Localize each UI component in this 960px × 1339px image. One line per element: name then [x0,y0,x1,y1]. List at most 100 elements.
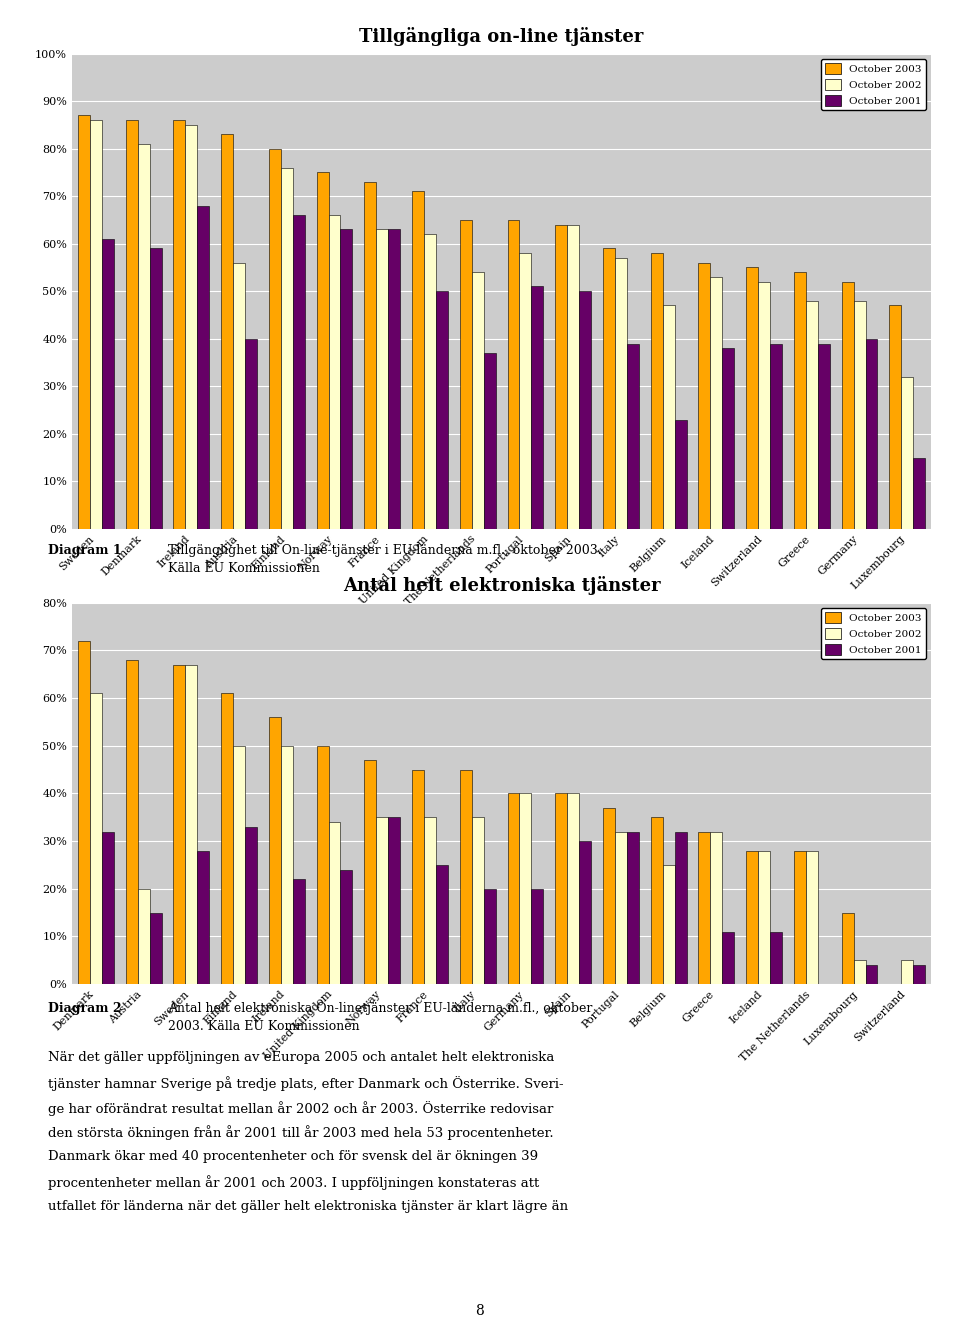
Bar [341,870,352,984]
Bar [567,793,579,984]
Bar [866,339,877,529]
Bar [245,826,257,984]
Text: Antal helt elektroniska On-linetjänster i EU-länderna m.fl., oktober: Antal helt elektroniska On-linetjänster … [168,1002,592,1015]
Bar [818,344,829,529]
Bar [388,817,400,984]
Bar [424,234,436,529]
Bar [555,225,567,529]
Bar [758,850,770,984]
Bar [567,225,579,529]
Bar [388,229,400,529]
Bar [532,889,543,984]
Bar [699,262,710,529]
Bar [293,216,304,529]
Bar [853,301,866,529]
Bar [174,664,185,984]
Bar [185,125,198,529]
Bar [412,770,424,984]
Text: Diagram 2: Diagram 2 [48,1002,122,1015]
Bar [436,865,448,984]
Bar [901,960,913,984]
Bar [412,191,424,529]
Bar [710,832,722,984]
Bar [328,822,341,984]
Bar [424,817,436,984]
Bar [221,134,233,529]
Text: procentenheter mellan år 2001 och 2003. I uppföljningen konstateras att: procentenheter mellan år 2001 och 2003. … [48,1176,540,1190]
Bar [471,272,484,529]
Bar [293,880,304,984]
Bar [126,660,137,984]
Bar [328,216,341,529]
Bar [233,262,245,529]
Text: Källa EU Kommissionen: Källa EU Kommissionen [168,562,320,576]
Bar [758,281,770,529]
Bar [794,272,805,529]
Bar [722,932,734,984]
Bar [137,889,150,984]
Bar [233,746,245,984]
Bar [519,793,532,984]
Bar [221,694,233,984]
Bar [889,305,901,529]
Bar [269,149,281,529]
Bar [150,913,161,984]
Bar [805,850,818,984]
Bar [615,832,627,984]
Bar [484,353,495,529]
Bar [471,817,484,984]
Bar [710,277,722,529]
Bar [853,960,866,984]
Bar [519,253,532,529]
Text: Tillgänglighet till On-line-tjänster i EU-länderna m.fl., oktober 2003.: Tillgänglighet till On-line-tjänster i E… [168,544,602,557]
Bar [913,458,925,529]
Bar [579,841,591,984]
Bar [90,694,102,984]
Bar [770,344,782,529]
Bar [532,287,543,529]
Text: När det gäller uppföljningen av eEuropa 2005 och antalet helt elektroniska: När det gäller uppföljningen av eEuropa … [48,1051,554,1065]
Bar [365,182,376,529]
Bar [281,746,293,984]
Bar [913,965,925,984]
Bar [460,770,471,984]
Bar [866,965,877,984]
Bar [699,832,710,984]
Bar [269,718,281,984]
Bar [627,344,638,529]
Text: utfallet för länderna när det gäller helt elektroniska tjänster är klart lägre ä: utfallet för länderna när det gäller hel… [48,1200,568,1213]
Bar [579,292,591,529]
Bar [436,292,448,529]
Bar [651,253,662,529]
Bar [722,348,734,529]
Bar [603,807,615,984]
Bar [842,913,853,984]
Bar [662,865,675,984]
Bar [102,238,114,529]
Bar [794,850,805,984]
Bar [90,121,102,529]
Bar [651,817,662,984]
Text: Danmark ökar med 40 procentenheter och för svensk del är ökningen 39: Danmark ökar med 40 procentenheter och f… [48,1150,539,1164]
Bar [842,281,853,529]
Bar [508,793,519,984]
Text: ge har oförändrat resultat mellan år 2002 och år 2003. Österrike redovisar: ge har oförändrat resultat mellan år 200… [48,1101,553,1115]
Bar [198,850,209,984]
Bar [746,268,758,529]
Text: Diagram 1: Diagram 1 [48,544,122,557]
Bar [78,115,90,529]
Bar [662,305,675,529]
Title: Tillgängliga on-line tjänster: Tillgängliga on-line tjänster [359,27,644,47]
Text: 8: 8 [475,1304,485,1318]
Bar [901,376,913,529]
Bar [746,850,758,984]
Bar [555,793,567,984]
Bar [198,206,209,529]
Bar [615,258,627,529]
Text: tjänster hamnar Sverige på tredje plats, efter Danmark och Österrike. Sveri-: tjänster hamnar Sverige på tredje plats,… [48,1077,564,1091]
Bar [317,173,328,529]
Bar [675,419,686,529]
Bar [281,167,293,529]
Bar [185,664,198,984]
Bar [460,220,471,529]
